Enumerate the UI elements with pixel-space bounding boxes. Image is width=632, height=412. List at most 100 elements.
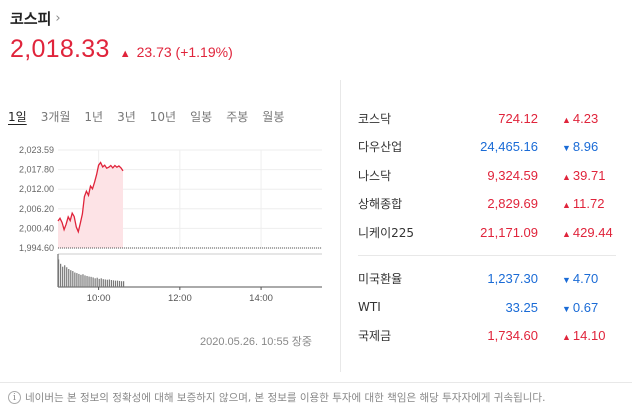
y-tick-label: 2,000.40	[19, 223, 54, 233]
quote-name[interactable]: 미국환율	[358, 272, 403, 287]
up-triangle-icon: ▲	[562, 228, 571, 239]
volume-bar	[86, 275, 88, 287]
index-name[interactable]: 코스피	[10, 10, 52, 28]
quote-change-value: 4.70	[572, 271, 599, 287]
market-quotes: 코스닥 724.12 ▲ 4.23 다우산업 24,465.16 ▼ 8.96 나스닥 9,324…	[358, 104, 616, 350]
period-tab[interactable]: 1년	[84, 110, 104, 124]
y-tick-label: 2,012.00	[19, 184, 54, 194]
price-line	[57, 161, 124, 234]
quote-change-value: 429.44	[572, 224, 613, 240]
quote-value: 9,324.59	[487, 167, 538, 183]
quote-value: 2,829.69	[487, 196, 538, 212]
quote-change: ▼ 4.70	[538, 271, 616, 286]
volume-bar	[100, 278, 102, 287]
quote-name[interactable]: 니케이225	[358, 225, 415, 240]
quote-row[interactable]: 코스닥 724.12 ▲ 4.23	[358, 104, 616, 133]
quote-value: 24,465.16	[480, 139, 538, 155]
y-tick-label: 2,023.59	[19, 145, 54, 155]
price-area	[58, 162, 123, 248]
quote-name[interactable]: WTI	[358, 300, 381, 315]
quote-change-value: 14.10	[572, 328, 606, 344]
volume-bar	[108, 279, 110, 287]
period-tab[interactable]: 3개월	[40, 110, 71, 124]
volume-bar	[58, 259, 60, 287]
quote-change-value: 11.72	[572, 196, 605, 212]
quote-value: 724.12	[498, 110, 538, 126]
quote-name[interactable]: 상해종합	[358, 197, 403, 212]
quote-row[interactable]: 나스닥 9,324.59 ▲ 39.71	[358, 161, 616, 190]
chevron-right-icon[interactable]: ›	[55, 11, 61, 26]
vertical-divider	[340, 80, 341, 372]
volume-bar	[60, 263, 62, 287]
volume-bar	[94, 278, 96, 287]
quote-change-value: 4.23	[572, 110, 599, 126]
period-tab[interactable]: 10년	[149, 110, 177, 124]
horizontal-divider	[358, 254, 616, 256]
volume-bar	[72, 271, 74, 287]
period-tab[interactable]: 1일	[8, 110, 27, 124]
quote-change: ▲ 11.72	[538, 196, 616, 211]
volume-bar	[102, 279, 104, 287]
volume-bar	[68, 269, 70, 287]
quote-name[interactable]: 코스닥	[358, 111, 392, 126]
x-tick-label: 10:00	[87, 293, 111, 304]
quote-row[interactable]: 상해종합 2,829.69 ▲ 11.72	[358, 190, 616, 219]
quote-row[interactable]: 국제금 1,734.60 ▲ 14.10	[358, 322, 616, 351]
volume-bar	[104, 279, 106, 287]
volume-bar	[70, 270, 72, 287]
quotes-group-indices: 코스닥 724.12 ▲ 4.23 다우산업 24,465.16 ▼ 8.96 나스닥 9,324…	[358, 104, 616, 247]
y-tick-label: 2,006.20	[19, 204, 54, 214]
period-tab[interactable]: 월봉	[262, 110, 285, 124]
volume-bar	[80, 274, 82, 287]
volume-bar	[98, 278, 100, 287]
volume-bar	[66, 267, 68, 287]
volume-bar	[90, 276, 92, 287]
quotes-group-commodities: 미국환율 1,237.30 ▼ 4.70 WTI 33.25 ▼ 0.67 국제금 1,734.6…	[358, 265, 616, 351]
quote-value: 1,237.30	[487, 271, 538, 287]
volume-bar	[110, 280, 112, 287]
volume-bar	[88, 276, 90, 287]
quote-name[interactable]: 다우산업	[358, 140, 403, 155]
index-title-link[interactable]: 코스피 ›	[10, 8, 233, 29]
price-change-value: 23.73 (+1.19%)	[136, 44, 233, 60]
volume-bar	[118, 280, 121, 287]
timestamp: 2020.05.26. 10:55 장중	[200, 336, 312, 348]
quote-change: ▼ 0.67	[538, 300, 616, 315]
index-header: 코스피 › 2,018.33 ▲ 23.73 (+1.19%)	[10, 8, 233, 64]
current-price: 2,018.33	[10, 35, 110, 63]
period-tab[interactable]: 3년	[117, 110, 136, 124]
volume-bar	[96, 277, 98, 287]
up-triangle-icon: ▲	[562, 171, 571, 182]
period-tab[interactable]: 일봉	[190, 110, 213, 124]
volume-bar	[112, 280, 115, 287]
quote-row[interactable]: 니케이225 21,171.09 ▲ 429.44	[358, 218, 616, 247]
up-triangle-icon: ▲	[562, 332, 571, 343]
quote-row[interactable]: 미국환율 1,237.30 ▼ 4.70	[358, 265, 616, 294]
quote-change: ▲ 14.10	[538, 328, 616, 343]
period-tabs: 1일 3개월 1년 3년 10년 일봉 주봉 월봉	[8, 108, 298, 125]
volume-bar	[116, 280, 119, 287]
quote-row[interactable]: WTI 33.25 ▼ 0.67	[358, 293, 616, 322]
quote-name[interactable]: 국제금	[358, 329, 392, 344]
volume-bar	[64, 265, 66, 287]
price-row: 2,018.33 ▲ 23.73 (+1.19%)	[10, 35, 233, 64]
intraday-chart: 2,023.59 2,017.80 2,012.00 2,006.20 2,000.40…	[19, 145, 322, 304]
quote-row[interactable]: 다우산업 24,465.16 ▼ 8.96	[358, 133, 616, 162]
quote-value: 1,734.60	[487, 328, 538, 344]
up-triangle-icon: ▲	[119, 48, 131, 60]
down-triangle-icon: ▼	[562, 275, 571, 286]
volume-bar	[122, 281, 125, 287]
period-tab[interactable]: 주봉	[226, 110, 249, 124]
y-tick-label: 2,017.80	[19, 165, 54, 175]
down-triangle-icon: ▼	[562, 303, 571, 314]
down-triangle-icon: ▼	[562, 143, 571, 154]
disclaimer-footer: i 네이버는 본 정보의 정확성에 대해 보증하지 않으며, 본 정보를 이용한…	[0, 382, 632, 412]
quote-change: ▲ 429.44	[538, 225, 616, 240]
quote-change-value: 39.71	[572, 167, 606, 183]
x-tick-label: 12:00	[168, 293, 192, 304]
volume-bar	[84, 275, 86, 287]
quote-change: ▲ 39.71	[538, 168, 616, 183]
volume-bar	[106, 279, 108, 287]
volume-bar	[92, 277, 94, 287]
quote-name[interactable]: 나스닥	[358, 168, 392, 183]
